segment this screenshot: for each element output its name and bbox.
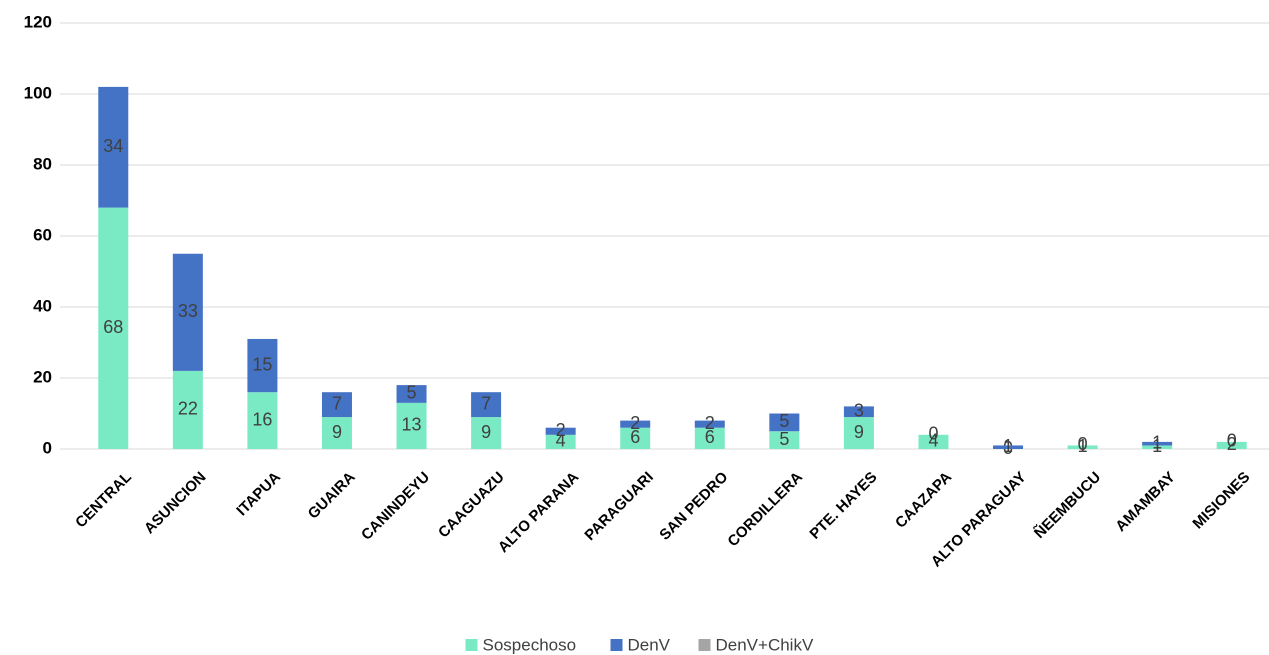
- value-label: 68: [103, 317, 123, 337]
- value-label: 5: [779, 429, 789, 449]
- x-tick-label: MISIONES: [1189, 469, 1253, 533]
- x-tick-label: ASUNCION: [141, 469, 210, 538]
- value-label: 13: [402, 415, 422, 435]
- x-tick-label: CANINDEYU: [358, 469, 433, 544]
- y-tick-label: 120: [24, 12, 52, 31]
- x-tick-label: PARAGUARI: [581, 469, 656, 544]
- bar-segment: [471, 417, 502, 449]
- value-label: 0: [1227, 431, 1237, 451]
- bar-segment: [545, 434, 576, 449]
- y-tick-label: 80: [33, 154, 52, 173]
- x-tick-label: CORDILLERA: [724, 468, 806, 550]
- bar-segment: [769, 431, 800, 449]
- bar-segment: [545, 427, 576, 435]
- value-label: 2: [630, 413, 640, 433]
- value-label: 6: [630, 427, 640, 447]
- value-label: 16: [252, 409, 272, 429]
- bar-segment: [1067, 445, 1098, 449]
- bar-segment: [321, 392, 352, 418]
- bar-segment: [1142, 441, 1173, 446]
- bar-segment: [694, 420, 725, 428]
- bar-segment: [247, 392, 278, 449]
- bar-segment: [620, 420, 651, 428]
- bar-segment: [694, 427, 725, 449]
- y-tick-label: 20: [33, 367, 52, 386]
- bar-segment: [172, 253, 203, 371]
- bar-segment: [247, 338, 278, 393]
- bar-segment: [471, 392, 502, 418]
- legend-label: DenV+ChikV: [716, 635, 814, 654]
- x-tick-label: ITAPUA: [233, 469, 284, 520]
- value-label: 34: [103, 136, 123, 156]
- bar-segment: [843, 406, 874, 418]
- value-label: 7: [332, 393, 342, 413]
- value-label: 0: [1078, 434, 1088, 454]
- value-label: 1: [1078, 436, 1088, 456]
- bar-segment: [620, 427, 651, 449]
- bar-segment: [918, 434, 949, 449]
- x-tick-label: ALTO PARANA: [495, 469, 583, 557]
- value-label: 1: [1003, 436, 1013, 456]
- y-tick-label: 100: [24, 83, 52, 102]
- bar-segment: [98, 86, 129, 208]
- bar-segment: [321, 417, 352, 449]
- value-label: 33: [178, 301, 198, 321]
- value-label: 7: [481, 393, 491, 413]
- value-label: 2: [556, 420, 566, 440]
- x-tick-label: PTE. HAYES: [806, 469, 880, 543]
- y-tick-label: 60: [33, 225, 52, 244]
- x-tick-label: CAAGUAZU: [435, 469, 508, 542]
- bar-segment: [396, 402, 427, 449]
- legend-swatch: [610, 639, 623, 651]
- value-label: 22: [178, 399, 198, 419]
- x-tick-label: SAN PEDRO: [656, 468, 731, 543]
- bar-segment: [98, 207, 129, 449]
- value-label: 2: [1227, 434, 1237, 454]
- legend-swatch: [698, 639, 711, 651]
- bar-segment: [1142, 445, 1173, 449]
- value-label: 0: [928, 424, 938, 444]
- value-label: 9: [332, 422, 342, 442]
- y-tick-label: 40: [33, 296, 52, 315]
- x-tick-label: CENTRAL: [72, 469, 135, 532]
- value-label: 1: [1152, 432, 1162, 452]
- bar-segment: [396, 385, 427, 403]
- value-label: 15: [252, 354, 272, 374]
- value-label: 6: [705, 427, 715, 447]
- value-label: 4: [928, 431, 938, 451]
- x-tick-label: AMAMBAY: [1112, 469, 1178, 535]
- bar-segment: [1216, 441, 1247, 449]
- value-label: 5: [407, 383, 417, 403]
- value-label: 2: [705, 413, 715, 433]
- y-tick-label: 0: [43, 438, 52, 457]
- bar-segment: [993, 445, 1024, 449]
- bar-segment: [769, 413, 800, 432]
- legend-label: DenV: [628, 635, 671, 654]
- bar-segment: [172, 370, 203, 449]
- value-label: 3: [854, 400, 864, 420]
- value-label: 9: [481, 422, 491, 442]
- value-label: 1: [1152, 436, 1162, 456]
- value-label: 9: [854, 422, 864, 442]
- value-label: 5: [779, 411, 789, 431]
- bar-segment: [843, 417, 874, 449]
- legend-swatch: [465, 639, 478, 651]
- x-tick-label: ÑEEMBUCU: [1030, 468, 1104, 542]
- legend-label: Sospechoso: [483, 635, 577, 654]
- x-tick-label: GUAIRA: [305, 469, 359, 523]
- value-label: 4: [556, 431, 566, 451]
- x-tick-label: CAAZAPA: [892, 468, 955, 531]
